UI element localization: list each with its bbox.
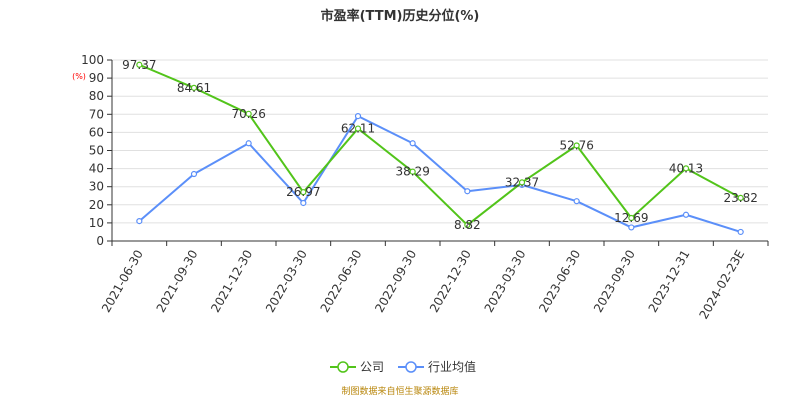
- data-point: [682, 165, 690, 172]
- data-point: [464, 188, 471, 195]
- data-point: [190, 170, 198, 178]
- legend[interactable]: 公司 行业均值: [330, 359, 476, 374]
- x-tick-label: 2022-12-30: [427, 248, 474, 315]
- legend-marker: [405, 361, 417, 373]
- x-tick-label: 2023-09-30: [591, 248, 638, 315]
- y-tick-label: 40: [89, 162, 104, 176]
- chart-title: 市盈率(TTM)历史分位(%): [321, 8, 480, 24]
- y-tick-label: 80: [89, 89, 104, 103]
- data-point: [518, 179, 526, 186]
- y-tick-label: 70: [89, 107, 104, 121]
- data-label: 12.69: [614, 211, 648, 225]
- data-point: [245, 140, 252, 147]
- data-point: [245, 110, 252, 117]
- y-tick-label: 20: [89, 198, 104, 212]
- y-tick-label: 100: [81, 53, 104, 67]
- x-tick-label: 2023-12-31: [646, 248, 693, 315]
- y-tick-label: 90: [89, 71, 104, 85]
- x-tick-label: 2023-06-30: [536, 248, 583, 315]
- data-label: 23.82: [723, 191, 757, 205]
- legend-marker: [337, 361, 349, 373]
- data-label: 52.76: [559, 139, 593, 153]
- data-label: 84.61: [177, 81, 211, 95]
- series-line: [138, 115, 741, 233]
- x-tick-label: 2021-12-30: [208, 248, 255, 315]
- data-label: 38.29: [395, 165, 429, 179]
- y-tick-label: 60: [89, 125, 104, 139]
- data-point: [628, 224, 635, 231]
- data-point: [573, 198, 580, 205]
- y-tick-label: 50: [89, 144, 104, 158]
- data-point: [300, 189, 307, 196]
- data-label: 62.11: [341, 122, 375, 136]
- data-label: 97.37: [122, 58, 156, 72]
- data-point: [737, 228, 744, 236]
- data-point: [573, 142, 580, 149]
- series-layer: [136, 61, 744, 236]
- y-tick-label: 30: [89, 180, 104, 194]
- data-point: [136, 61, 143, 68]
- data-labels: 97.37 84.61 70.26 26.97 62.11 38.29 8.82 32.37 5…: [122, 58, 758, 232]
- x-tick-label: 2021-09-30: [154, 248, 201, 315]
- data-point: [136, 217, 143, 225]
- x-tick-label: 2024-02-23E: [696, 248, 747, 322]
- data-point: [409, 168, 416, 175]
- source-note: 制图数据来自恒生聚源数据库: [341, 385, 458, 397]
- data-point: [190, 84, 198, 91]
- y-tick-label: 0: [96, 234, 104, 248]
- x-tick-label: 2022-03-30: [263, 248, 310, 315]
- x-tick-label: 2023-03-30: [482, 248, 529, 315]
- data-point: [464, 221, 471, 229]
- series-line: [138, 63, 742, 227]
- data-point: [737, 194, 744, 201]
- data-label: 8.82: [454, 218, 481, 232]
- data-label: 26.97: [286, 185, 320, 199]
- x-tick-label: 2022-06-30: [318, 248, 365, 315]
- data-label: 70.26: [231, 107, 265, 121]
- data-label: 32.37: [505, 175, 539, 189]
- y-tick-label: 10: [89, 216, 104, 230]
- legend-label: 公司: [360, 360, 384, 374]
- data-point: [354, 125, 362, 132]
- data-point: [409, 140, 416, 147]
- data-point: [682, 211, 690, 218]
- legend-item[interactable]: 行业均值: [398, 359, 476, 374]
- data-point: [354, 113, 362, 120]
- y-axis-unit: (%): [72, 72, 86, 81]
- legend-label: 行业均值: [428, 359, 476, 374]
- x-tick-label: 2021-06-30: [99, 248, 146, 315]
- data-label: 40.13: [669, 161, 703, 175]
- data-point: [300, 199, 307, 207]
- legend-item[interactable]: 公司: [330, 360, 384, 374]
- x-tick-label: 2022-09-30: [372, 248, 419, 315]
- grid: [112, 59, 768, 224]
- data-point: [628, 214, 635, 222]
